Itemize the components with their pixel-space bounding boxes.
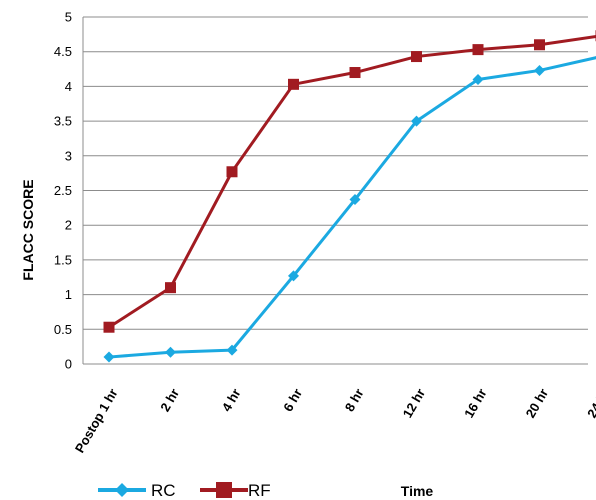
legend-item-rc: RC xyxy=(98,481,176,500)
y-axis-title: FLACC SCORE xyxy=(20,179,36,280)
data-point xyxy=(534,39,545,51)
x-tick-label: 24 hr xyxy=(584,386,596,420)
y-tick-label: 2.5 xyxy=(54,183,72,198)
y-tick-labels: 0 0.5 1 1.5 2 2.5 3 3.5 4 4.5 5 xyxy=(54,10,72,372)
data-point xyxy=(472,73,484,85)
y-tick-label: 1.5 xyxy=(54,252,72,267)
y-tick-label: 4.5 xyxy=(54,44,72,59)
x-tick-labels: Postop 1 hr 2 hr 4 hr 6 hr 8 hr 12 hr 16 hr 20 … xyxy=(72,386,596,455)
y-tick-label: 1 xyxy=(65,287,72,302)
series-line xyxy=(108,56,596,359)
data-point xyxy=(411,51,422,63)
data-point xyxy=(165,346,176,358)
y-tick-label: 0.5 xyxy=(54,322,72,337)
x-tick-label: 16 hr xyxy=(461,386,490,420)
data-point xyxy=(103,321,115,333)
series-rc xyxy=(103,56,596,363)
legend-label: RF xyxy=(248,481,271,500)
x-tick-label: 12 hr xyxy=(400,386,429,420)
legend-marker xyxy=(115,483,129,497)
series-line xyxy=(108,34,596,329)
data-point xyxy=(349,194,361,206)
y-tick-label: 3 xyxy=(65,148,72,163)
data-point xyxy=(165,282,176,294)
x-tick-label: Postop 1 hr xyxy=(72,386,121,455)
y-tick-label: 3.5 xyxy=(54,114,72,129)
y-tick-label: 0 xyxy=(65,357,72,372)
y-tick-label: 4 xyxy=(65,79,72,94)
x-tick-label: 2 hr xyxy=(157,386,182,414)
data-point xyxy=(103,351,115,363)
data-point xyxy=(288,270,299,282)
legend: RC RF xyxy=(98,481,271,500)
data-point xyxy=(349,67,361,79)
x-tick-label: 6 hr xyxy=(280,386,305,414)
y-tick-label: 2 xyxy=(65,218,72,233)
x-tick-label: 20 hr xyxy=(523,386,552,420)
series-rf xyxy=(103,30,596,333)
legend-marker xyxy=(216,482,232,498)
legend-item-rf: RF xyxy=(200,481,271,500)
x-tick-label: 4 hr xyxy=(219,386,244,414)
data-point xyxy=(472,44,484,56)
data-point xyxy=(411,115,422,127)
series xyxy=(103,30,596,363)
gridlines xyxy=(83,16,588,365)
x-tick-label: 8 hr xyxy=(342,386,367,414)
legend-label: RC xyxy=(151,481,176,500)
x-axis-title: Time xyxy=(401,483,434,499)
y-tick-label: 5 xyxy=(65,10,72,25)
data-point xyxy=(226,344,238,356)
data-point xyxy=(288,78,299,90)
data-point xyxy=(226,166,238,178)
data-point xyxy=(534,64,545,76)
